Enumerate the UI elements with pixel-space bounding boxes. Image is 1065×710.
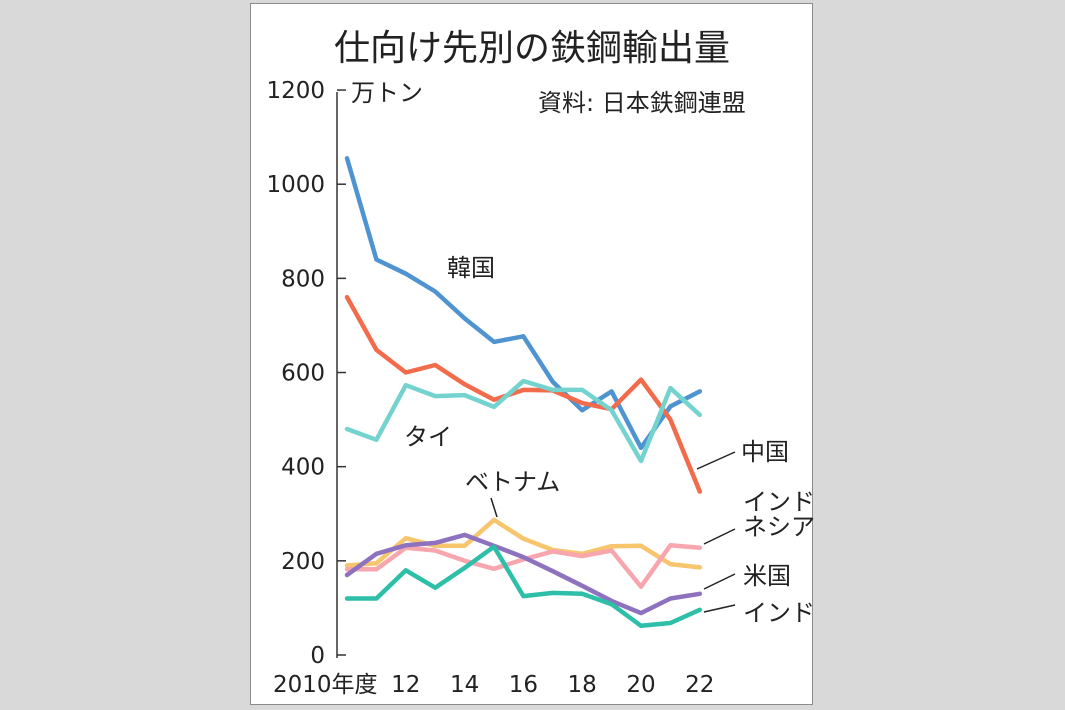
- y-tick-label: 800: [281, 266, 325, 292]
- x-tick-label: 22: [685, 672, 714, 698]
- chart-svg: 仕向け先別の鉄鋼輸出量 万トン 資料: 日本鉄鋼連盟 0 200 400 600 800…: [266, 28, 814, 698]
- label-tai: タイ: [404, 423, 452, 451]
- y-tick-label: 0: [310, 643, 325, 669]
- label-kankoku: 韓国: [447, 254, 495, 282]
- x-tick-label: 12: [391, 672, 420, 698]
- y-ticks: 0 200 400 600 800 1000 1200: [266, 78, 346, 669]
- y-tick-label: 1000: [266, 172, 325, 198]
- leader-vietnam: [490, 497, 498, 518]
- x-tick-label: 18: [568, 672, 597, 698]
- label-beikoku: 米国: [743, 562, 791, 590]
- label-chugoku: 中国: [741, 438, 789, 466]
- series-line-ベトナム: [344, 517, 703, 570]
- x-ticks: 2010年度 12 14 16 18 20 22: [273, 672, 714, 698]
- series-line-タイ: [344, 378, 703, 464]
- series-line-インド: [344, 544, 703, 629]
- label-india: インド: [743, 599, 814, 627]
- x-tick-label: 2010年度: [273, 672, 378, 698]
- series-line-中国: [344, 294, 703, 494]
- leader-indonesia: [703, 528, 736, 545]
- series-line-米国: [344, 532, 703, 616]
- label-indonesia-line2: ネシア: [743, 513, 814, 541]
- leader-india: [703, 604, 736, 613]
- chart-panel: 仕向け先別の鉄鋼輸出量 万トン 資料: 日本鉄鋼連盟 0 200 400 600 800…: [250, 3, 814, 705]
- label-vietnam: ベトナム: [465, 468, 560, 496]
- y-tick-label: 200: [281, 549, 325, 575]
- x-tick-label: 20: [626, 672, 655, 698]
- chart-title: 仕向け先別の鉄鋼輸出量: [334, 28, 730, 69]
- leader-beikoku: [703, 573, 736, 590]
- y-tick-label: 1200: [266, 78, 325, 104]
- label-indonesia-line1: インド: [743, 488, 814, 516]
- leader-chugoku: [696, 451, 736, 470]
- series-group: [344, 156, 703, 629]
- unit-label: 万トン: [351, 79, 423, 107]
- source-label: 資料: 日本鉄鋼連盟: [538, 89, 746, 117]
- x-tick-label: 14: [450, 672, 479, 698]
- x-tick-label: 16: [509, 672, 538, 698]
- y-tick-label: 400: [281, 455, 325, 481]
- series-line-韓国: [344, 156, 703, 451]
- y-tick-label: 600: [281, 361, 325, 387]
